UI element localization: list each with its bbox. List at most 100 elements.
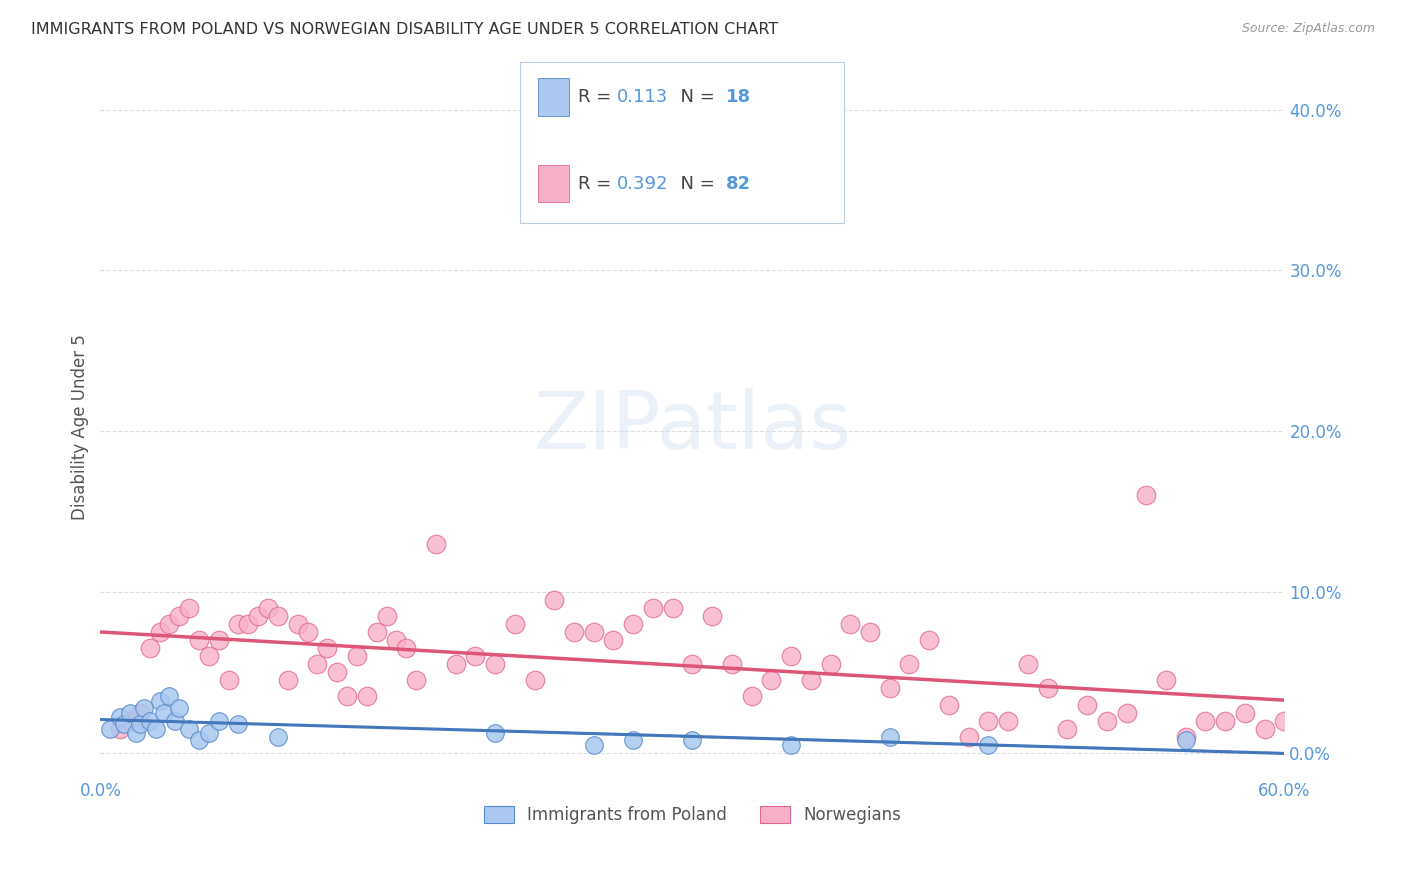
Point [1372,730,1395,744]
Point [267,730,290,744]
Legend: Immigrants from Poland, Norwegians: Immigrants from Poland, Norwegians [484,806,901,824]
Point [228,716,250,731]
Point [385,633,408,648]
Point [621,732,644,747]
Point [523,673,546,688]
Point [257,601,280,615]
Point [98,722,121,736]
Point [977,714,1000,728]
Point [681,657,703,672]
Point [780,649,803,664]
Point [128,716,150,731]
Point [780,738,803,752]
Point [157,690,180,704]
Point [1253,722,1275,736]
Point [316,641,339,656]
Point [1056,722,1078,736]
Point [118,714,141,728]
Point [1095,714,1118,728]
Point [228,617,250,632]
Point [287,617,309,632]
Text: R =: R = [578,88,617,106]
Point [820,657,842,672]
Point [582,625,605,640]
Point [125,726,148,740]
Point [1017,657,1039,672]
Point [188,732,211,747]
Point [1154,673,1177,688]
Point [297,625,319,640]
Point [165,714,187,728]
Point [1174,732,1197,747]
Point [997,714,1019,728]
Point [602,633,624,648]
Point [326,665,349,680]
Point [218,673,240,688]
Point [444,657,467,672]
Point [208,633,231,648]
Point [464,649,486,664]
Point [366,625,388,640]
Point [898,657,921,672]
Text: N =: N = [669,175,721,193]
Point [621,617,644,632]
Point [721,657,744,672]
Point [356,690,378,704]
Point [1076,698,1098,712]
Point [879,730,901,744]
Point [1233,706,1256,720]
Point [1174,730,1197,744]
Point [375,609,398,624]
Text: ZIPatlas: ZIPatlas [533,388,852,467]
Point [128,706,150,720]
Point [681,732,703,747]
Point [238,617,260,632]
Point [247,609,270,624]
Point [169,609,191,624]
Point [543,593,565,607]
Point [859,625,882,640]
Point [800,673,823,688]
Text: 0.392: 0.392 [617,175,669,193]
Point [425,537,447,551]
Point [132,700,155,714]
Point [157,617,180,632]
Point [938,698,960,712]
Point [112,716,135,731]
Point [179,722,201,736]
Y-axis label: Disability Age Under 5: Disability Age Under 5 [72,334,89,520]
Point [957,730,980,744]
Point [208,714,231,728]
Text: 0.113: 0.113 [617,88,668,106]
Point [1194,714,1216,728]
Point [741,690,763,704]
Text: 82: 82 [725,175,751,193]
Point [108,710,131,724]
Point [503,617,526,632]
Point [277,673,299,688]
Point [198,726,221,740]
Point [641,601,664,615]
Point [977,738,1000,752]
Point [582,738,605,752]
Point [346,649,368,664]
Point [395,641,418,656]
Text: R =: R = [578,175,617,193]
Point [700,609,723,624]
Point [198,649,221,664]
Point [336,690,359,704]
Point [1213,714,1236,728]
Point [562,625,585,640]
Point [839,617,862,632]
Text: 18: 18 [725,88,751,106]
Point [918,633,941,648]
Point [1115,706,1137,720]
Point [148,625,170,640]
Point [138,714,160,728]
Point [1135,488,1157,502]
Point [148,694,170,708]
Point [118,706,141,720]
Point [138,641,160,656]
Point [169,700,191,714]
Text: Source: ZipAtlas.com: Source: ZipAtlas.com [1241,22,1375,36]
